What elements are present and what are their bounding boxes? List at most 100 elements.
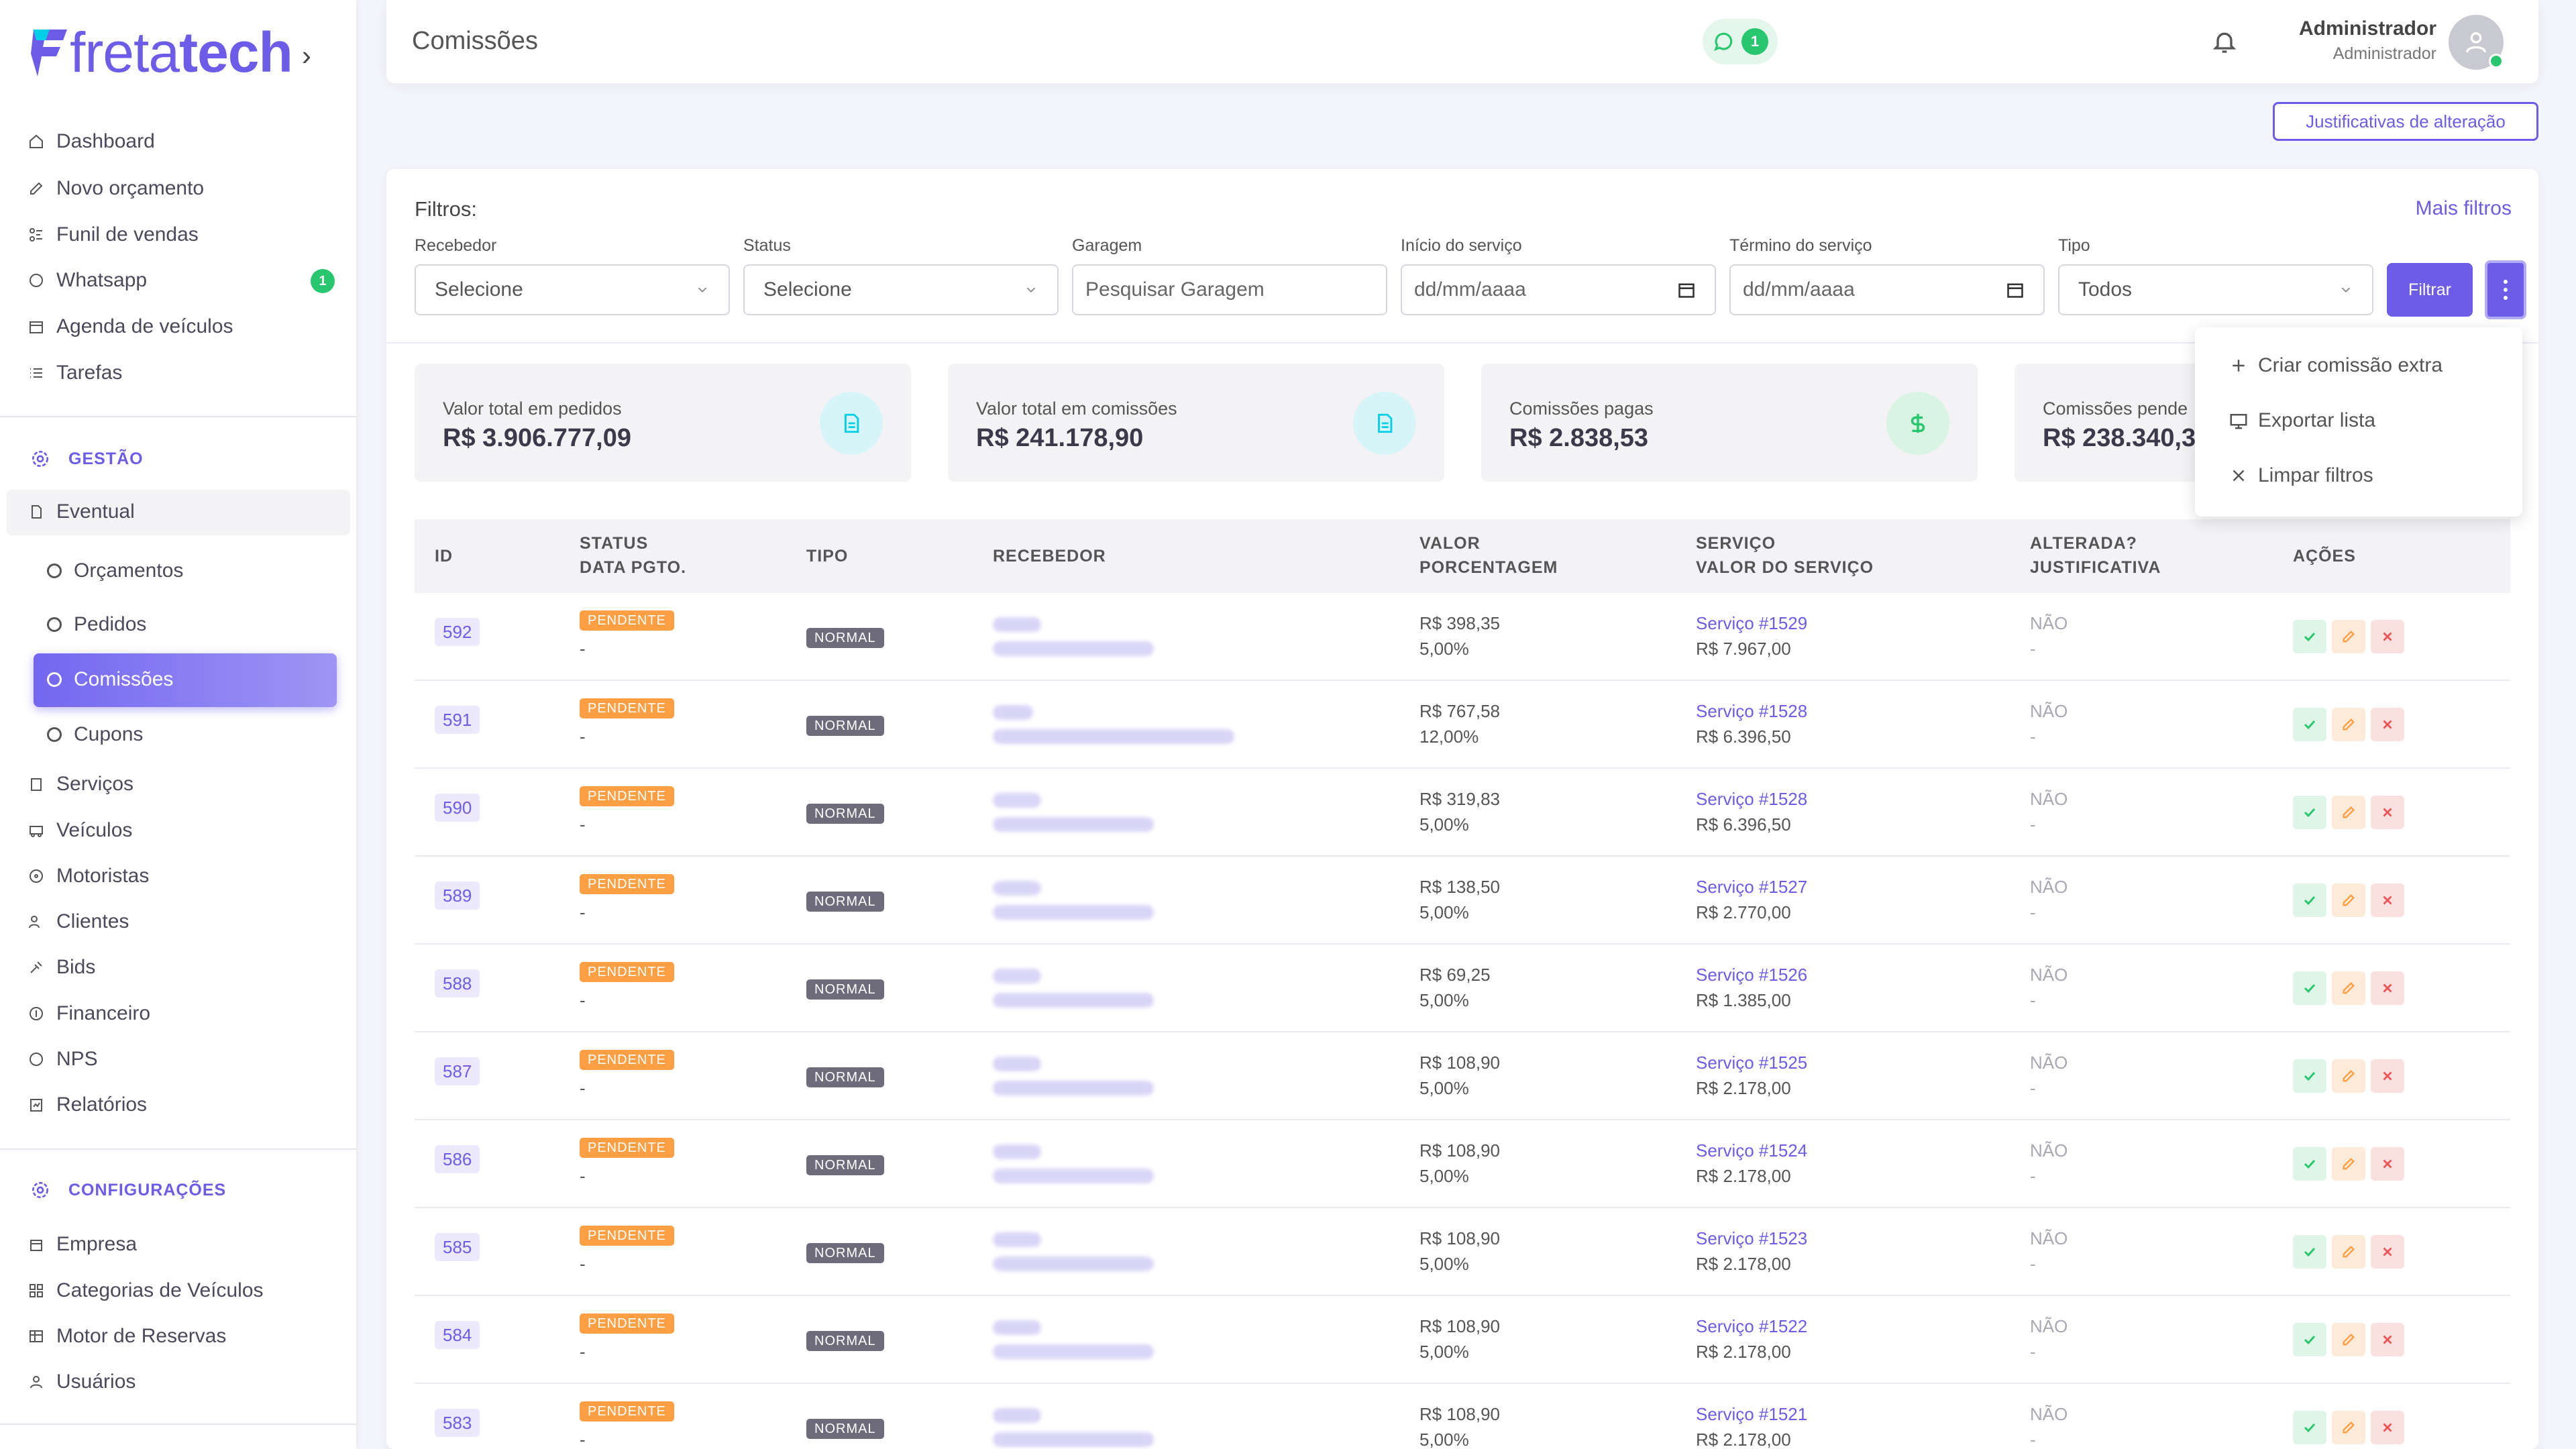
sidebar-item-agenda-de-veiculos[interactable]: Agenda de veículos <box>27 315 233 338</box>
servico-link[interactable]: Serviço #1528 <box>1696 789 1808 809</box>
sidebar-subitem-cupons[interactable]: Cupons <box>47 723 143 746</box>
avatar[interactable] <box>2449 15 2504 70</box>
sidebar-item-empresa[interactable]: Empresa <box>27 1233 137 1256</box>
sidebar-item-categorias-de-veiculos[interactable]: Categorias de Veículos <box>27 1279 264 1302</box>
delete-button[interactable] <box>2371 883 2404 917</box>
sidebar-item-servicos[interactable]: Serviços <box>27 773 133 796</box>
filter-select-status[interactable]: Selecione <box>743 264 1059 315</box>
sidebar-item-eventual[interactable]: Eventual <box>27 500 135 523</box>
sidebar-subitem-orcamentos[interactable]: Orçamentos <box>47 559 183 582</box>
filter-date-termino[interactable]: dd/mm/aaaa <box>1729 264 2045 315</box>
more-options-button[interactable] <box>2485 260 2526 319</box>
approve-button[interactable] <box>2293 708 2326 741</box>
mais-filtros-link[interactable]: Mais filtros <box>2415 197 2512 219</box>
row-id[interactable]: 583 <box>435 1409 480 1437</box>
bell-icon[interactable] <box>2211 27 2238 62</box>
row-id[interactable]: 585 <box>435 1233 480 1261</box>
edit-button[interactable] <box>2332 620 2365 653</box>
servico-link[interactable]: Serviço #1521 <box>1696 1404 1808 1424</box>
sidebar-item-usuarios[interactable]: Usuários <box>27 1371 136 1393</box>
justificativas-button[interactable]: Justificativas de alteração <box>2273 102 2538 141</box>
column-header-recebedor[interactable]: RECEBEDOR <box>993 547 1106 566</box>
column-header-tipo[interactable]: TIPO <box>806 547 849 566</box>
approve-button[interactable] <box>2293 796 2326 829</box>
fretatech-logo[interactable]: fretatech › <box>30 20 311 85</box>
edit-button[interactable] <box>2332 883 2365 917</box>
delete-button[interactable] <box>2371 1411 2404 1444</box>
edit-button[interactable] <box>2332 1059 2365 1093</box>
menu-item-limpar-filtros[interactable]: Limpar filtros <box>2229 464 2373 487</box>
filtrar-button[interactable]: Filtrar <box>2387 263 2473 317</box>
approve-button[interactable] <box>2293 1323 2326 1356</box>
delete-button[interactable] <box>2371 1147 2404 1181</box>
sidebar-item-tarefas[interactable]: Tarefas <box>27 362 122 384</box>
edit-button[interactable] <box>2332 1235 2365 1269</box>
sidebar-item-novo-orcamento[interactable]: Novo orçamento <box>27 177 204 200</box>
menu-item-exportar-lista[interactable]: Exportar lista <box>2229 409 2375 432</box>
sidebar-item-relatorios[interactable]: Relatórios <box>27 1093 147 1116</box>
sidebar-item-veiculos[interactable]: Veículos <box>27 819 132 842</box>
row-id[interactable]: 588 <box>435 969 480 998</box>
servico-link[interactable]: Serviço #1525 <box>1696 1053 1808 1073</box>
whatsapp-notification-pill[interactable]: 1 <box>1703 19 1778 64</box>
sidebar-item-whatsapp[interactable]: Whatsapp <box>27 269 335 292</box>
row-id[interactable]: 590 <box>435 794 480 822</box>
user-info[interactable]: Administrador Administrador <box>2299 17 2436 64</box>
sidebar-item-nps[interactable]: NPS <box>27 1048 98 1071</box>
calendar-icon[interactable] <box>2006 280 2025 299</box>
approve-button[interactable] <box>2293 1147 2326 1181</box>
delete-button[interactable] <box>2371 708 2404 741</box>
row-id[interactable]: 587 <box>435 1057 480 1085</box>
sidebar-item-funil-de-vendas[interactable]: Funil de vendas <box>27 223 199 246</box>
row-id[interactable]: 589 <box>435 881 480 910</box>
delete-button[interactable] <box>2371 1235 2404 1269</box>
approve-button[interactable] <box>2293 883 2326 917</box>
sidebar-subitem-pedidos[interactable]: Pedidos <box>47 613 146 636</box>
servico-link[interactable]: Serviço #1522 <box>1696 1316 1808 1336</box>
menu-item-criar-comissao-extra[interactable]: Criar comissão extra <box>2229 354 2443 377</box>
servico-link[interactable]: Serviço #1524 <box>1696 1140 1808 1161</box>
delete-button[interactable] <box>2371 1059 2404 1093</box>
servico-link[interactable]: Serviço #1523 <box>1696 1228 1808 1248</box>
sidebar-item-motor-de-reservas[interactable]: Motor de Reservas <box>27 1325 226 1348</box>
column-header-servico[interactable]: SERVIÇO VALOR DO SERVIÇO <box>1696 534 1874 577</box>
approve-button[interactable] <box>2293 971 2326 1005</box>
sidebar-item-dashboard[interactable]: Dashboard <box>27 130 155 153</box>
approve-button[interactable] <box>2293 1059 2326 1093</box>
filter-input-garagem[interactable]: Pesquisar Garagem <box>1072 264 1387 315</box>
sidebar-item-bids[interactable]: Bids <box>27 956 95 979</box>
delete-button[interactable] <box>2371 1323 2404 1356</box>
approve-button[interactable] <box>2293 620 2326 653</box>
filter-date-inicio[interactable]: dd/mm/aaaa <box>1401 264 1716 315</box>
sidebar-subitem-comissoes[interactable]: Comissões <box>47 668 173 691</box>
sidebar-item-clientes[interactable]: Clientes <box>27 910 129 933</box>
column-header-alterada[interactable]: ALTERADA? JUSTIFICATIVA <box>2030 534 2161 577</box>
calendar-icon[interactable] <box>1677 280 1696 299</box>
sidebar-collapse-chevron[interactable]: › <box>301 39 311 71</box>
edit-button[interactable] <box>2332 708 2365 741</box>
servico-link[interactable]: Serviço #1527 <box>1696 877 1808 897</box>
row-id[interactable]: 584 <box>435 1321 480 1349</box>
column-header-status[interactable]: STATUS DATA PGTO. <box>580 534 687 577</box>
sidebar-item-financeiro[interactable]: Financeiro <box>27 1002 150 1025</box>
filter-select-tipo[interactable]: Todos <box>2058 264 2373 315</box>
row-id[interactable]: 586 <box>435 1145 480 1173</box>
edit-button[interactable] <box>2332 971 2365 1005</box>
row-id[interactable]: 592 <box>435 618 480 646</box>
servico-link[interactable]: Serviço #1528 <box>1696 701 1808 721</box>
edit-button[interactable] <box>2332 1323 2365 1356</box>
approve-button[interactable] <box>2293 1235 2326 1269</box>
column-header-valor[interactable]: VALOR PORCENTAGEM <box>1419 534 1558 577</box>
edit-button[interactable] <box>2332 1411 2365 1444</box>
row-id[interactable]: 591 <box>435 706 480 734</box>
delete-button[interactable] <box>2371 796 2404 829</box>
filter-select-recebedor[interactable]: Selecione <box>415 264 730 315</box>
edit-button[interactable] <box>2332 1147 2365 1181</box>
delete-button[interactable] <box>2371 971 2404 1005</box>
servico-link[interactable]: Serviço #1529 <box>1696 613 1808 633</box>
sidebar-item-motoristas[interactable]: Motoristas <box>27 865 149 888</box>
edit-button[interactable] <box>2332 796 2365 829</box>
servico-link[interactable]: Serviço #1526 <box>1696 965 1808 985</box>
column-header-id[interactable]: ID <box>435 547 453 566</box>
delete-button[interactable] <box>2371 620 2404 653</box>
